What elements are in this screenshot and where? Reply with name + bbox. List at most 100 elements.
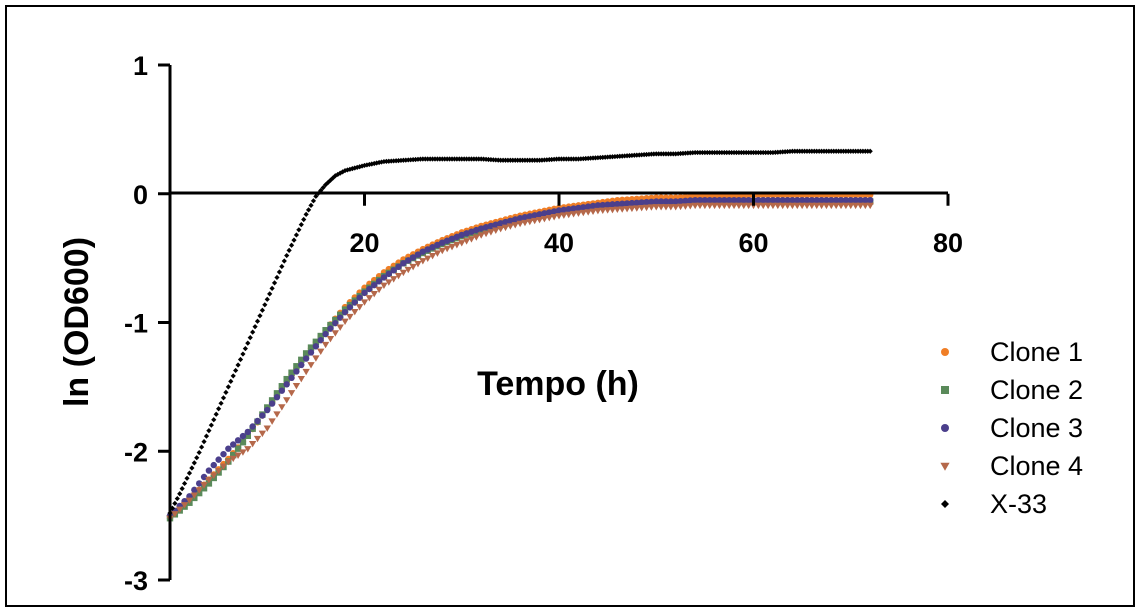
data-point xyxy=(798,202,806,210)
data-point xyxy=(322,330,329,338)
data-point xyxy=(371,160,377,167)
data-point xyxy=(245,340,251,346)
data-point xyxy=(823,196,830,204)
data-point xyxy=(405,257,412,264)
data-point xyxy=(248,440,257,448)
data-point xyxy=(448,243,456,251)
data-point xyxy=(218,400,224,406)
x-tick-label: 80 xyxy=(933,228,963,258)
data-point xyxy=(359,163,365,169)
data-point xyxy=(774,196,782,204)
data-point xyxy=(545,215,553,222)
data-point xyxy=(361,289,368,297)
data-point xyxy=(832,202,840,210)
data-point xyxy=(628,205,636,213)
data-point xyxy=(857,196,864,204)
data-point xyxy=(623,200,631,207)
legend-marker xyxy=(941,500,949,508)
data-point xyxy=(643,198,650,206)
data-point xyxy=(638,199,645,206)
data-point xyxy=(808,196,816,204)
data-point xyxy=(526,213,534,220)
data-point xyxy=(181,480,188,487)
legend-marker xyxy=(940,462,950,471)
data-point xyxy=(366,161,372,168)
data-point xyxy=(725,202,733,210)
data-point xyxy=(194,455,200,461)
data-point xyxy=(172,500,178,506)
data-point xyxy=(365,295,374,302)
data-point xyxy=(215,456,222,463)
data-point xyxy=(623,205,631,213)
data-point xyxy=(254,318,261,324)
data-point xyxy=(599,201,606,209)
data-point xyxy=(200,473,208,481)
data-point xyxy=(691,196,699,204)
x-axis-ticks: 20 40 60 80 xyxy=(349,193,963,258)
data-point xyxy=(213,411,219,417)
data-point xyxy=(288,369,295,376)
data-point xyxy=(234,437,242,444)
data-point xyxy=(259,412,266,419)
data-point xyxy=(336,324,344,331)
data-point xyxy=(354,164,360,170)
data-point xyxy=(648,198,655,205)
data-point xyxy=(283,381,290,388)
chart-frame xyxy=(5,5,1135,607)
data-point xyxy=(291,237,297,243)
data-point xyxy=(394,272,403,280)
series-4 xyxy=(166,202,874,523)
data-point xyxy=(560,212,568,219)
data-point xyxy=(224,458,233,466)
data-point xyxy=(813,202,821,210)
data-point xyxy=(196,449,202,456)
data-point xyxy=(278,404,286,411)
data-point xyxy=(278,387,286,394)
data-point xyxy=(851,202,860,210)
data-point xyxy=(409,263,417,271)
data-point xyxy=(211,417,217,423)
data-point xyxy=(205,467,213,474)
data-point xyxy=(706,202,714,210)
data-point xyxy=(667,198,675,205)
x-tick-label: 60 xyxy=(738,228,768,258)
data-point xyxy=(400,260,407,267)
data-point xyxy=(346,313,354,321)
data-point xyxy=(560,206,568,214)
data-point xyxy=(760,196,767,204)
data-point xyxy=(250,329,256,335)
data-point xyxy=(604,201,611,208)
data-point xyxy=(312,355,320,362)
data-point xyxy=(745,196,752,204)
data-point xyxy=(861,202,870,210)
data-point xyxy=(721,196,728,204)
data-point xyxy=(448,235,456,243)
data-point xyxy=(813,196,820,204)
data-point xyxy=(744,202,753,210)
data-point xyxy=(239,449,247,456)
data-point xyxy=(203,433,210,439)
data-point xyxy=(798,196,806,204)
data-point xyxy=(249,423,256,430)
data-point xyxy=(657,204,665,211)
data-point xyxy=(296,227,302,233)
data-point xyxy=(866,202,874,210)
data-point xyxy=(779,196,786,204)
data-point xyxy=(784,196,791,204)
data-point xyxy=(312,338,320,346)
data-point xyxy=(287,390,296,397)
legend-marker xyxy=(941,348,949,356)
data-point xyxy=(279,263,285,270)
data-point xyxy=(351,299,358,306)
data-point xyxy=(225,384,231,390)
data-point xyxy=(220,395,227,401)
legend-label: X-33 xyxy=(990,489,1047,519)
legend-item: Clone 2 xyxy=(941,375,1083,405)
data-point xyxy=(609,201,616,208)
data-point xyxy=(321,341,330,349)
data-point xyxy=(569,211,578,218)
legend-item: Clone 4 xyxy=(940,451,1083,481)
data-point xyxy=(506,223,515,230)
data-point xyxy=(262,302,268,308)
data-point xyxy=(274,274,280,281)
